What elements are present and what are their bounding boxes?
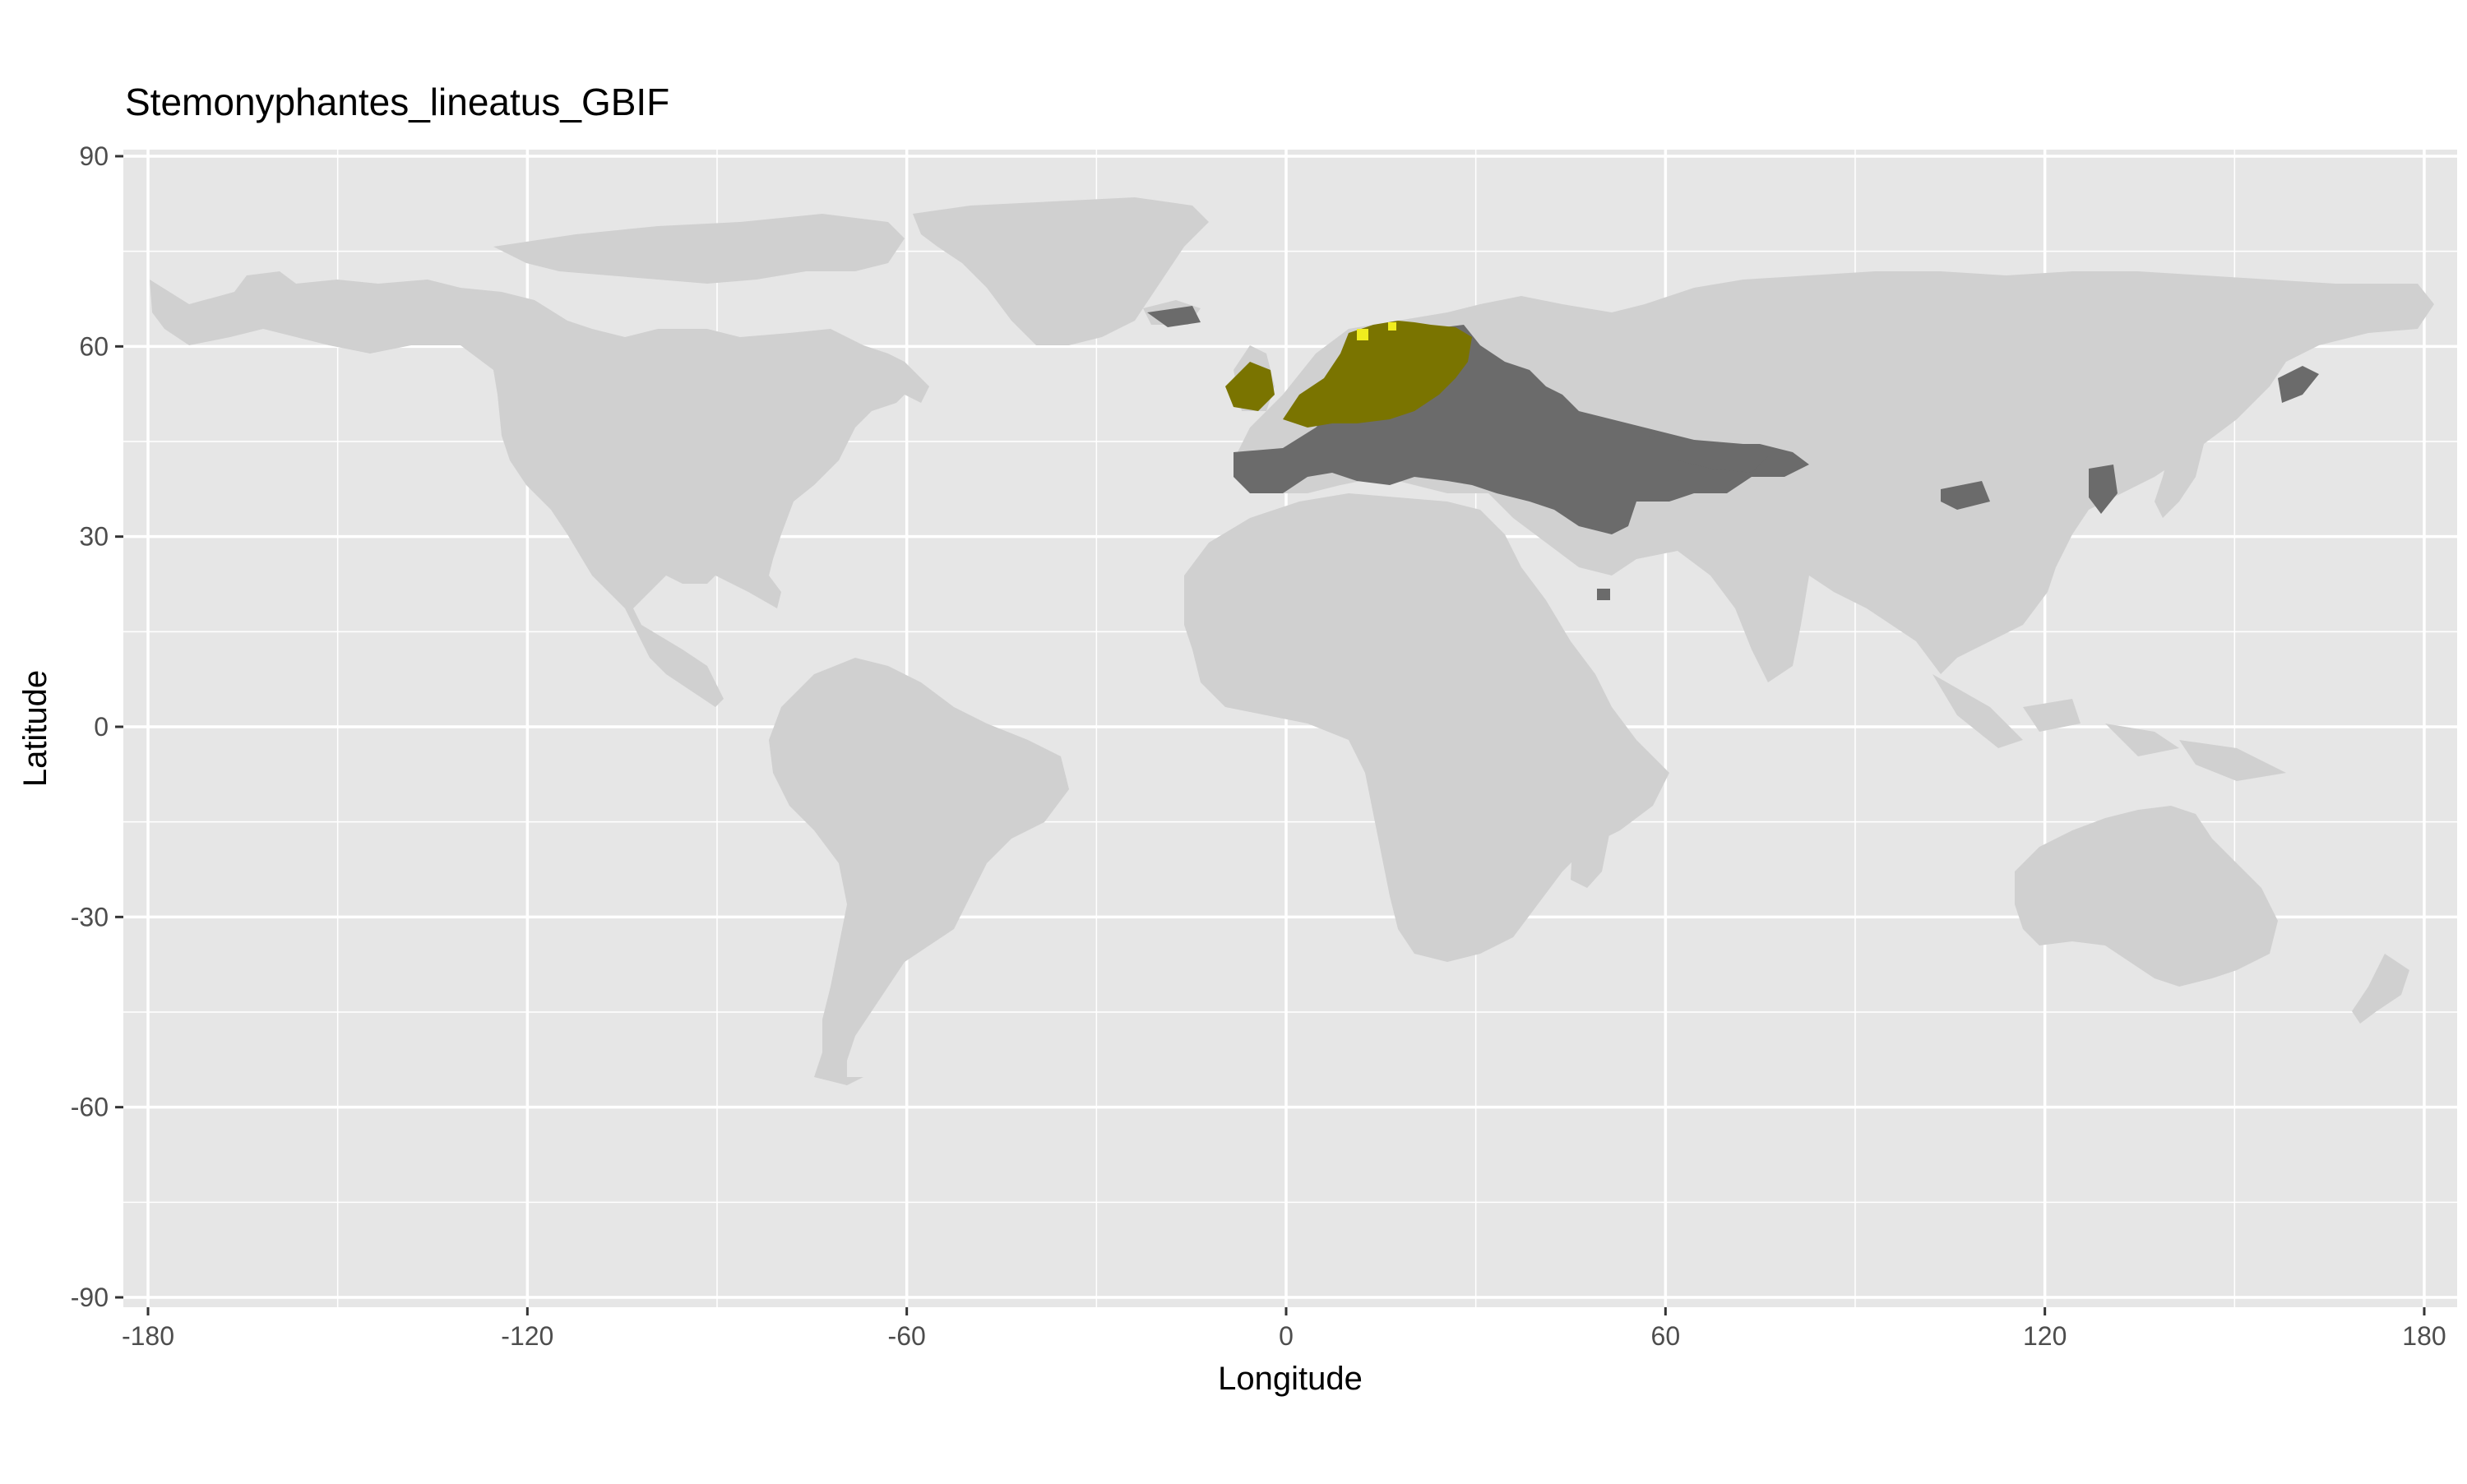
madagascar xyxy=(1571,802,1610,888)
x-tick-label: 0 xyxy=(1279,1321,1294,1351)
hotspot-cell xyxy=(1388,322,1396,331)
wider-range-svalbard xyxy=(1147,306,1201,327)
map-title: Stemonyphantes_lineatus_GBIF xyxy=(125,81,669,123)
wider-range-kamchatka xyxy=(2278,366,2319,403)
arctic-islands xyxy=(493,214,905,284)
x-tick-label: 60 xyxy=(1651,1321,1681,1351)
y-tick-label: 30 xyxy=(79,522,109,552)
new-zealand xyxy=(2352,954,2409,1024)
x-tick-label: 120 xyxy=(2023,1321,2067,1351)
wider-range-korea xyxy=(2089,465,2118,514)
y-tick-label: -30 xyxy=(71,902,109,932)
y-tick-label: 0 xyxy=(94,712,109,742)
x-tick-label: -60 xyxy=(888,1321,926,1351)
africa xyxy=(1184,493,1669,962)
core-range-layer xyxy=(1225,321,1472,428)
y-axis-label: Latitude xyxy=(17,670,53,787)
south-america xyxy=(769,658,1069,1085)
hotspot-layer xyxy=(1357,322,1396,340)
landmasses xyxy=(150,197,2434,1085)
core-range-british-isles xyxy=(1225,362,1275,411)
x-tick-label: -120 xyxy=(501,1321,553,1351)
north-america xyxy=(150,271,929,707)
wider-range-tibet xyxy=(1941,481,1990,510)
y-tick-label: 60 xyxy=(79,331,109,361)
core-range-europe xyxy=(1283,321,1472,428)
greenland xyxy=(913,197,1209,345)
wider-range-arabia-spot xyxy=(1597,589,1610,600)
y-tick-label: -90 xyxy=(71,1283,109,1312)
y-tick-label: -60 xyxy=(71,1093,109,1122)
x-axis-ticks: -180 -120 -60 0 60 120 180 xyxy=(122,1307,2446,1351)
y-axis-ticks: 90 60 30 0 -30 -60 -90 xyxy=(71,141,123,1312)
australia xyxy=(2015,806,2278,987)
x-tick-label: 180 xyxy=(2402,1321,2446,1351)
hotspot-cell xyxy=(1357,329,1368,340)
x-tick-label: -180 xyxy=(122,1321,174,1351)
y-tick-label: 90 xyxy=(79,141,109,171)
x-axis-label: Longitude xyxy=(1218,1361,1363,1397)
wider-range-central-asia xyxy=(1645,436,1768,473)
indonesia xyxy=(1932,674,2286,781)
japan xyxy=(2155,428,2204,518)
